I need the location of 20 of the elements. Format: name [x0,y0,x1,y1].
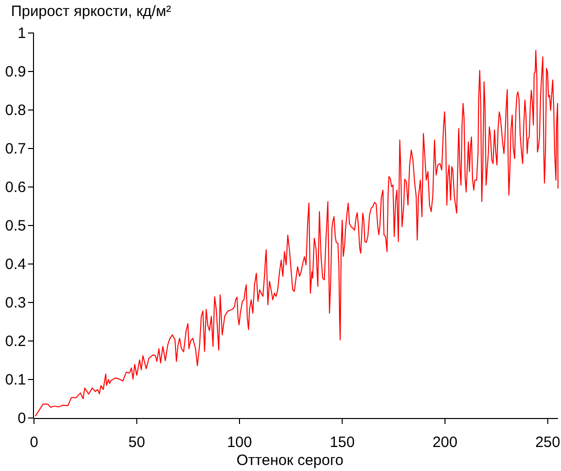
x-tick-label: 100 [226,434,252,451]
x-axis-title: Оттенок серого [236,452,344,469]
x-tick-label: 150 [330,434,355,451]
x-tick-label: 0 [30,434,38,451]
y-tick-label: 0.7 [5,140,26,158]
y-tick-label: 0.8 [5,102,26,119]
x-tick-label: 200 [432,434,458,451]
y-axis-title: Прирост яркости, кд/м² [11,3,172,20]
x-tick-label: 250 [535,434,560,451]
y-tick-label: 0.3 [5,294,26,312]
y-tick-label: 1 [18,25,26,42]
y-tick-label: 0.4 [5,256,26,273]
y-tick-label: 0.2 [5,333,26,350]
y-tick-label: 0.6 [5,179,26,196]
y-tick-label: 0.1 [5,372,26,388]
y-tick-label: 0.9 [5,64,26,80]
y-tick-label: 0 [18,410,26,427]
x-tick-label: 50 [128,434,146,451]
y-tick-label: 0.5 [5,218,26,234]
line-series [35,50,558,416]
